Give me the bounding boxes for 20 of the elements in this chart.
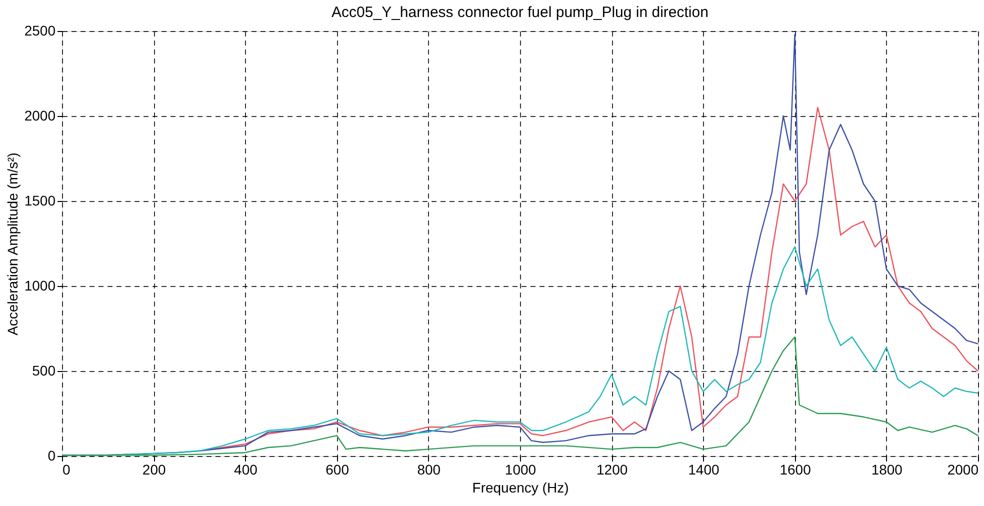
y-tick-label: 2500 xyxy=(24,22,56,38)
y-tick-label: 500 xyxy=(32,362,56,378)
y-axis-title: Acceleration Amplitude (m/s²) xyxy=(4,152,20,336)
x-tick-label: 800 xyxy=(417,462,441,478)
x-tick-label: 1800 xyxy=(871,462,903,478)
y-tick-label: 1000 xyxy=(24,278,56,294)
x-tick-label: 0 xyxy=(62,462,70,478)
x-tick-label: 1400 xyxy=(688,462,720,478)
x-tick-label: 400 xyxy=(234,462,258,478)
chart-title: Acc05_Y_harness connector fuel pump_Plug in direction xyxy=(332,4,708,21)
x-tick-label: 600 xyxy=(326,462,350,478)
x-axis-title: Frequency (Hz) xyxy=(472,480,569,496)
x-tick-label: 1600 xyxy=(780,462,812,478)
x-tick-label: 1000 xyxy=(504,462,536,478)
x-tick-label: 2000 xyxy=(947,462,979,478)
x-tick-label: 200 xyxy=(142,462,166,478)
x-tick-label: 1200 xyxy=(596,462,628,478)
y-tick-label: 2000 xyxy=(24,108,56,124)
y-tick-label: 0 xyxy=(48,448,56,464)
y-tick-label: 1500 xyxy=(24,192,56,208)
